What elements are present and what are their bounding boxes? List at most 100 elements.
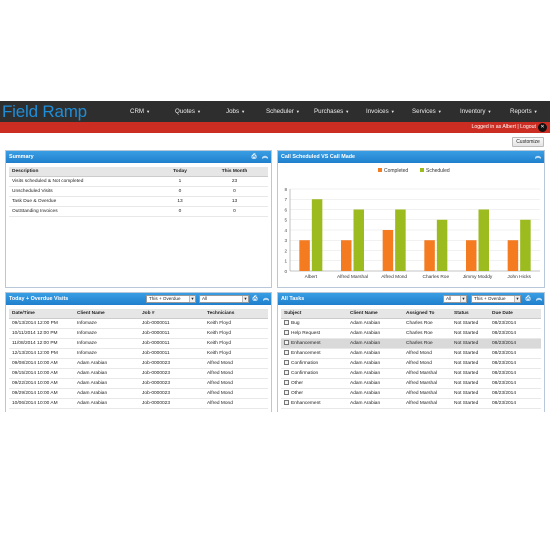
task-row-value: Not Started: [454, 320, 479, 326]
visit-row[interactable]: 10/06/2014 10:00 AM Adam Arabian Job-00000…: [9, 398, 268, 409]
visit-row[interactable]: 10/11/2014 12:00 PM Infomaze Job-0000011 Ke…: [9, 328, 268, 339]
summary-row-cell: OutStanding Invoices: [9, 206, 159, 217]
tasks-assignee-select[interactable]: All ▼: [443, 295, 467, 303]
nav-label: Purchases: [314, 108, 344, 115]
summary-row-value: 23: [231, 178, 238, 184]
x-tick-label: John Hicks: [507, 274, 531, 280]
visit-row-value: Adam Arabian: [77, 390, 108, 396]
summary-row-cell: 0: [159, 186, 201, 197]
nav-inventory[interactable]: Inventory ▼: [460, 101, 491, 122]
visit-row-value: 09/22/2014 10:00 AM: [12, 380, 58, 386]
bar-completed-3: [424, 240, 435, 271]
task-row-value: Alfred Mond: [406, 350, 432, 356]
task-row[interactable]: Confirmation Adam Arabian Alfred Mond Not S…: [281, 358, 541, 369]
collapse-icon[interactable]: ︽: [261, 154, 268, 160]
task-row-value: Adam Arabian: [350, 360, 381, 366]
x-tick-label: Alfred Mond: [381, 274, 407, 280]
visit-row-value: Job-0000011: [142, 340, 170, 346]
collapse-icon[interactable]: ︽: [534, 154, 541, 160]
collapse-icon[interactable]: ︽: [535, 296, 542, 302]
y-tick-label: 7: [284, 197, 287, 202]
print-icon[interactable]: ⎙: [525, 296, 531, 302]
nav-invoices[interactable]: Invoices ▼: [366, 101, 395, 122]
task-row-value: Charles Roe: [406, 320, 433, 326]
task-icon: [284, 340, 289, 346]
visits-technician-select[interactable]: All ▼: [199, 295, 249, 303]
task-row-value: Not Started: [454, 400, 479, 406]
task-row[interactable]: Enhancement Adam Arabian Alfred Mond Not St…: [281, 348, 541, 359]
summary-row[interactable]: Task Due & Overdue 13 13: [9, 196, 268, 207]
summary-row[interactable]: OutStanding Invoices 0 0: [9, 206, 268, 217]
visit-row-cell: Infomaze: [74, 348, 139, 359]
tasks-col-status: Status: [451, 309, 489, 319]
task-row[interactable]: Bug Adam Arabian Charles Roe Not Started 08/…: [281, 318, 541, 329]
task-row[interactable]: Enhancement Adam Arabian Alfred Marshal Not…: [281, 398, 541, 409]
power-icon[interactable]: ✕: [538, 123, 547, 132]
visit-row-value: Infomaze: [77, 320, 97, 326]
nav-services[interactable]: Services ▼: [412, 101, 442, 122]
app-logo[interactable]: Field Ramp: [2, 102, 87, 121]
visit-row[interactable]: 09/13/2014 12:00 PM Infomaze Job-0000011 Ke…: [9, 318, 268, 329]
visit-row-value: Adam Arabian: [77, 370, 108, 376]
print-icon[interactable]: ⎙: [252, 296, 258, 302]
task-row[interactable]: Other Adam Arabian Alfred Marshal Not Start…: [281, 378, 541, 389]
y-tick-label: 2: [284, 248, 287, 253]
task-row-value: Not Started: [454, 370, 479, 376]
bar-scheduled-2: [395, 209, 406, 271]
visit-row[interactable]: 12/13/2014 12:00 PM Infomaze Job-0000011 Ke…: [9, 348, 268, 359]
task-row-value: Adam Arabian: [350, 330, 381, 336]
tasks-col-due: Due Date: [489, 309, 541, 319]
task-row-value: Not Started: [454, 330, 479, 336]
nav-label: Quotes: [175, 108, 195, 115]
task-row[interactable]: Confirmation Adam Arabian Alfred Marshal No…: [281, 368, 541, 379]
visit-row[interactable]: 09/08/2014 10:00 AM Adam Arabian Job-00000…: [9, 358, 268, 369]
summary-row-cell: 13: [159, 196, 201, 207]
visit-row-value: 10/11/2014 12:00 PM: [12, 330, 58, 336]
task-row-value: Not Started: [454, 390, 479, 396]
visits-range-select[interactable]: This + Overdue ▼: [146, 295, 196, 303]
visit-row-value: 09/15/2014 10:00 AM: [12, 370, 58, 376]
print-icon[interactable]: ⎙: [251, 154, 257, 160]
task-row-value: Help Request: [291, 330, 321, 336]
visit-row-cell: Job-0000023: [139, 398, 204, 409]
nav-quotes[interactable]: Quotes ▼: [175, 101, 201, 122]
task-row-value: Bug: [291, 320, 300, 326]
task-row-value: Enhancement: [291, 400, 321, 406]
summary-row-value: Task Due & Overdue: [12, 198, 57, 204]
y-tick-label: 8: [284, 187, 287, 192]
nav-jobs[interactable]: Jobs ▼: [226, 101, 245, 122]
tasks-range-select[interactable]: This + Overdue ▼: [471, 295, 521, 303]
visit-row[interactable]: 09/15/2014 10:00 AM Adam Arabian Job-00000…: [9, 368, 268, 379]
visit-row[interactable]: 09/29/2014 10:00 AM Adam Arabian Job-00000…: [9, 388, 268, 399]
task-row[interactable]: Enhancement Adam Arabian Charles Roe Not St…: [281, 338, 541, 349]
summary-row[interactable]: Unscheduled Visits 0 0: [9, 186, 268, 197]
nav-crm[interactable]: CRM ▼: [130, 101, 150, 122]
visit-row-value: Job-0000023: [142, 400, 171, 406]
customize-button[interactable]: Customize: [512, 137, 544, 147]
summary-panel: Summary ⎙ ︽ Description Today This Month…: [5, 150, 272, 288]
task-row-cell: Not Started: [451, 328, 489, 339]
task-row-value: 08/23/2014: [492, 400, 517, 406]
summary-row[interactable]: Visits scheduled & Not completed 1 23: [9, 176, 268, 187]
task-row[interactable]: Help Request Adam Arabian Charles Roe Not S…: [281, 328, 541, 339]
nav-scheduler[interactable]: Scheduler ▼: [266, 101, 300, 122]
task-row-value: Charles Roe: [406, 340, 433, 346]
logged-in-text[interactable]: Logged in as Albert | Logout: [471, 124, 536, 130]
nav-reports[interactable]: Reports ▼: [510, 101, 538, 122]
visit-row-value: Job-0000023: [142, 360, 171, 366]
task-row-cell: Adam Arabian: [347, 368, 403, 379]
summary-row-value: 13: [177, 198, 183, 204]
visit-row[interactable]: 11/08/2014 12:00 PM Infomaze Job-0000011 Ke…: [9, 338, 268, 349]
chevron-down-icon: ▼: [514, 296, 520, 302]
visit-row-cell: 09/22/2014 10:00 AM: [9, 378, 74, 389]
nav-purchases[interactable]: Purchases ▼: [314, 101, 349, 122]
visit-row-cell: Alfred Mond: [204, 378, 268, 389]
visit-row-cell: Adam Arabian: [74, 398, 139, 409]
collapse-icon[interactable]: ︽: [262, 296, 269, 302]
visit-row-cell: Adam Arabian: [74, 358, 139, 369]
visit-row[interactable]: 09/22/2014 10:00 AM Adam Arabian Job-00000…: [9, 378, 268, 389]
task-row-cell: 08/23/2014: [489, 328, 541, 339]
task-row[interactable]: Other Adam Arabian Alfred Marshal Not Start…: [281, 388, 541, 399]
visit-row-cell: Keith Floyd: [204, 348, 268, 359]
visit-row-value: Keith Floyd: [207, 330, 231, 336]
